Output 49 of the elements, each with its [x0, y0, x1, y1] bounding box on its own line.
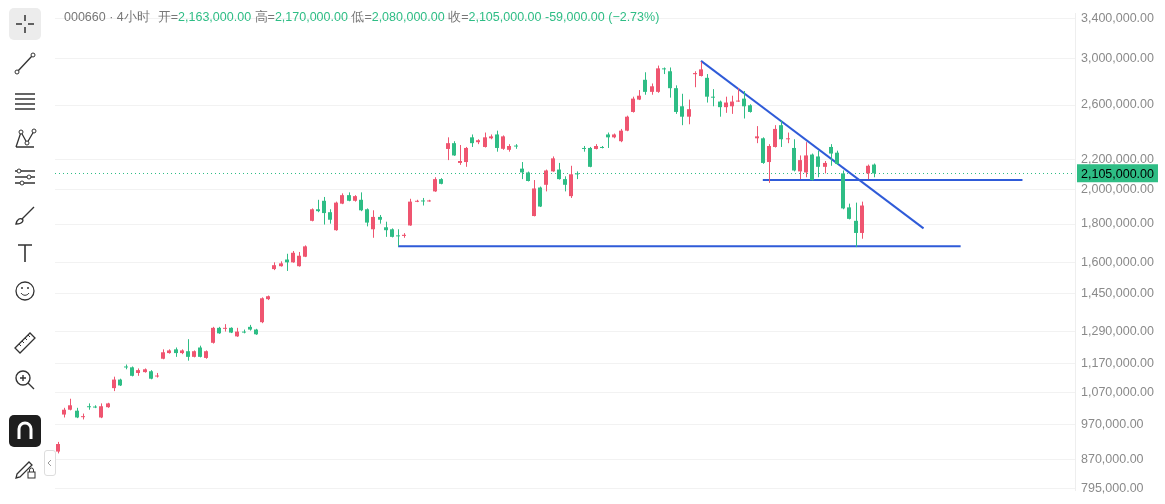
- candlestick: [260, 296, 264, 324]
- candlestick: [371, 209, 375, 239]
- candlestick: [854, 202, 858, 248]
- y-tick-label: 1,290,000.00: [1081, 324, 1155, 339]
- candlestick: [322, 196, 326, 226]
- y-tick-label: 1,450,000.00: [1081, 286, 1155, 301]
- y-tick-label: 2,600,000.00: [1081, 97, 1155, 112]
- candlestick: [736, 87, 740, 103]
- y-tick-label: 1,170,000.00: [1081, 355, 1155, 370]
- candlestick: [705, 73, 709, 104]
- y-tick-label: 1,600,000.00: [1081, 254, 1155, 269]
- candlestick: [569, 165, 573, 199]
- candlestick: [186, 338, 190, 362]
- ref-line-label: 2,105,000.00: [1081, 166, 1155, 181]
- candlestick: [408, 198, 412, 227]
- candlestick: [464, 146, 468, 168]
- y-tick-label: 970,000.00: [1081, 416, 1144, 431]
- chart-title: 000660 · 4小时: [64, 10, 150, 24]
- y-tick-label: 1,800,000.00: [1081, 216, 1155, 231]
- candlestick: [767, 143, 771, 184]
- y-tick-label: 795,000.00: [1081, 480, 1144, 495]
- candlestick: [458, 144, 462, 166]
- candlestick: [674, 84, 678, 115]
- text: 开=2,163,000.00 高=2,170,000.00 低=2,080,000.00 收=2,105,000.00 -59,000.00 (−2.73%): [157, 10, 660, 24]
- candlestick: [773, 124, 777, 149]
- candlestick: [495, 130, 499, 153]
- candlestick: [359, 191, 363, 212]
- candlestick: [798, 154, 802, 180]
- candlestick: [446, 136, 450, 161]
- candlestick: [656, 65, 660, 94]
- candlestick: [742, 90, 746, 119]
- candlestick: [668, 66, 672, 99]
- y-tick-label: 3,000,000.00: [1081, 51, 1155, 66]
- candlestick: [804, 141, 808, 178]
- y-tick-label: 2,000,000.00: [1081, 182, 1155, 197]
- candlestick: [829, 143, 833, 167]
- candlestick: [779, 119, 783, 148]
- candlestick: [687, 99, 691, 125]
- candlestick: [87, 402, 91, 411]
- y-tick-label: 3,400,000.00: [1081, 10, 1155, 25]
- candlestick: [792, 138, 796, 172]
- candlestick: [223, 323, 227, 333]
- y-tick-label: 2,200,000.00: [1081, 151, 1155, 166]
- y-tick-label: 1,070,000.00: [1081, 384, 1155, 399]
- candlestick: [396, 228, 400, 247]
- y-tick-label: 870,000.00: [1081, 451, 1144, 466]
- candlestick: [643, 71, 647, 96]
- candlestick: [711, 88, 715, 107]
- candlestick: [680, 93, 684, 126]
